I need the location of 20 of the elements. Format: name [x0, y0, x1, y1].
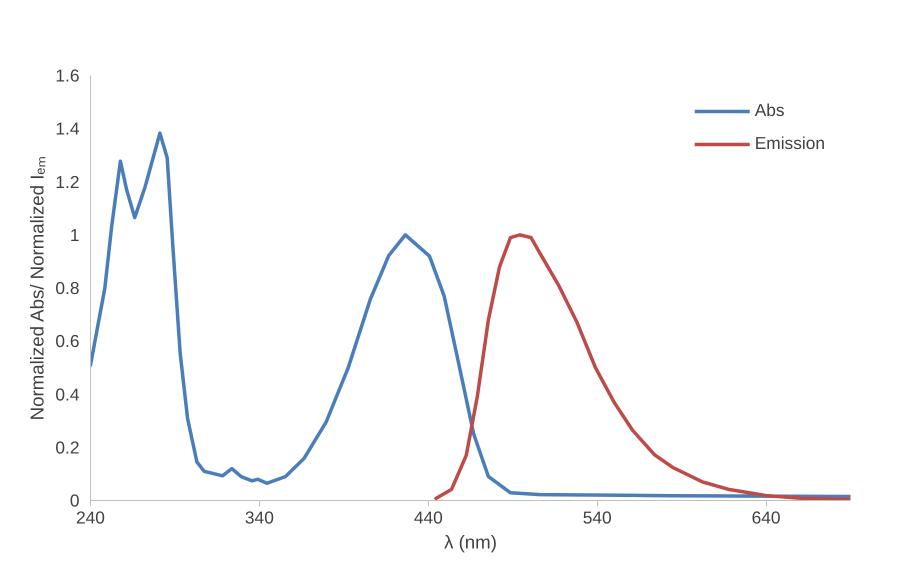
x-tick-label: 340 [244, 508, 274, 528]
x-axis-title: λ (nm) [444, 532, 497, 552]
y-tick-label: 0.2 [55, 437, 80, 458]
y-tick-label: 1 [70, 224, 80, 245]
y-tick-label: 0.6 [55, 331, 80, 352]
legend-label: Emission [754, 133, 825, 154]
x-tick-label: 640 [752, 508, 781, 528]
y-tick-label: 1.2 [55, 172, 80, 192]
x-tick-label: 440 [414, 508, 443, 528]
x-tick-label: 240 [76, 508, 105, 528]
y-tick-label: 0 [70, 490, 80, 510]
legend-label: Abs [754, 100, 785, 121]
x-tick-label: 540 [582, 508, 612, 528]
y-axis-title: Normalized Abs/ Normalized Iₑₘ [26, 156, 48, 420]
line-series [434, 233, 850, 500]
y-tick-label: 1.6 [55, 66, 80, 86]
y-tick-label: 0.4 [55, 384, 80, 404]
line-series [90, 131, 850, 498]
y-tick-label: 1.4 [55, 118, 80, 139]
y-tick-label: 0.8 [55, 278, 80, 298]
